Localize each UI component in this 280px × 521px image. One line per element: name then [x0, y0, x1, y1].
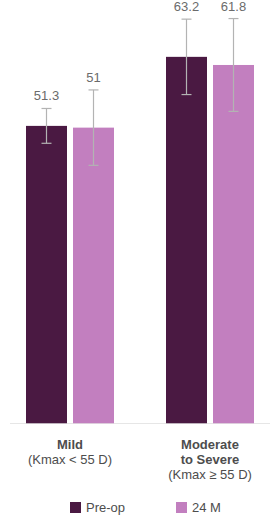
data-label: 61.8	[221, 0, 246, 14]
legend-item: Pre-op	[70, 500, 125, 515]
category-label: Moderateto Severe(Kmax ≥ 55 D)	[168, 437, 252, 482]
data-label: 51.3	[34, 88, 59, 103]
error-cap	[89, 165, 99, 166]
bars-group	[26, 19, 254, 424]
error-cap	[182, 94, 192, 95]
error-cap	[42, 108, 52, 109]
legend-swatch	[176, 502, 187, 513]
error-cap	[42, 143, 52, 144]
error-cap	[229, 18, 239, 19]
error-line	[46, 108, 47, 143]
bar	[26, 126, 67, 424]
legend-swatch	[70, 502, 81, 513]
legend-label: Pre-op	[86, 500, 125, 515]
error-line	[186, 19, 187, 94]
labels-group: 51.3 63.2 51 61.8	[34, 0, 246, 103]
category-label-line: Moderate	[181, 437, 239, 452]
bar	[166, 57, 207, 424]
error-cap	[182, 19, 192, 20]
legend-item: 24 M	[176, 500, 221, 515]
error-cap	[229, 111, 239, 112]
category-label-line: (Kmax < 55 D)	[28, 452, 112, 467]
data-label: 51	[86, 70, 100, 85]
category-label-line: to Severe	[181, 452, 240, 467]
chart-svg: 51.3 63.2 51 61.8 Mild(Kmax < 55 D) Moderatet…	[0, 0, 280, 521]
error-bar	[42, 108, 52, 143]
chart-container: 51.3 63.2 51 61.8 Mild(Kmax < 55 D) Moderatet…	[0, 0, 280, 521]
category-label: Mild(Kmax < 55 D)	[28, 437, 112, 467]
error-bar	[229, 19, 239, 112]
data-label: 63.2	[174, 0, 199, 14]
category-label-line: (Kmax ≥ 55 D)	[168, 467, 252, 482]
error-bar	[89, 90, 99, 165]
bar	[213, 65, 254, 424]
category-label-line: Mild	[57, 437, 83, 452]
error-line	[233, 19, 234, 112]
error-line	[93, 90, 94, 165]
bar	[73, 128, 114, 424]
error-bar	[182, 19, 192, 94]
legend-label: 24 M	[192, 500, 221, 515]
error-cap	[89, 89, 99, 90]
